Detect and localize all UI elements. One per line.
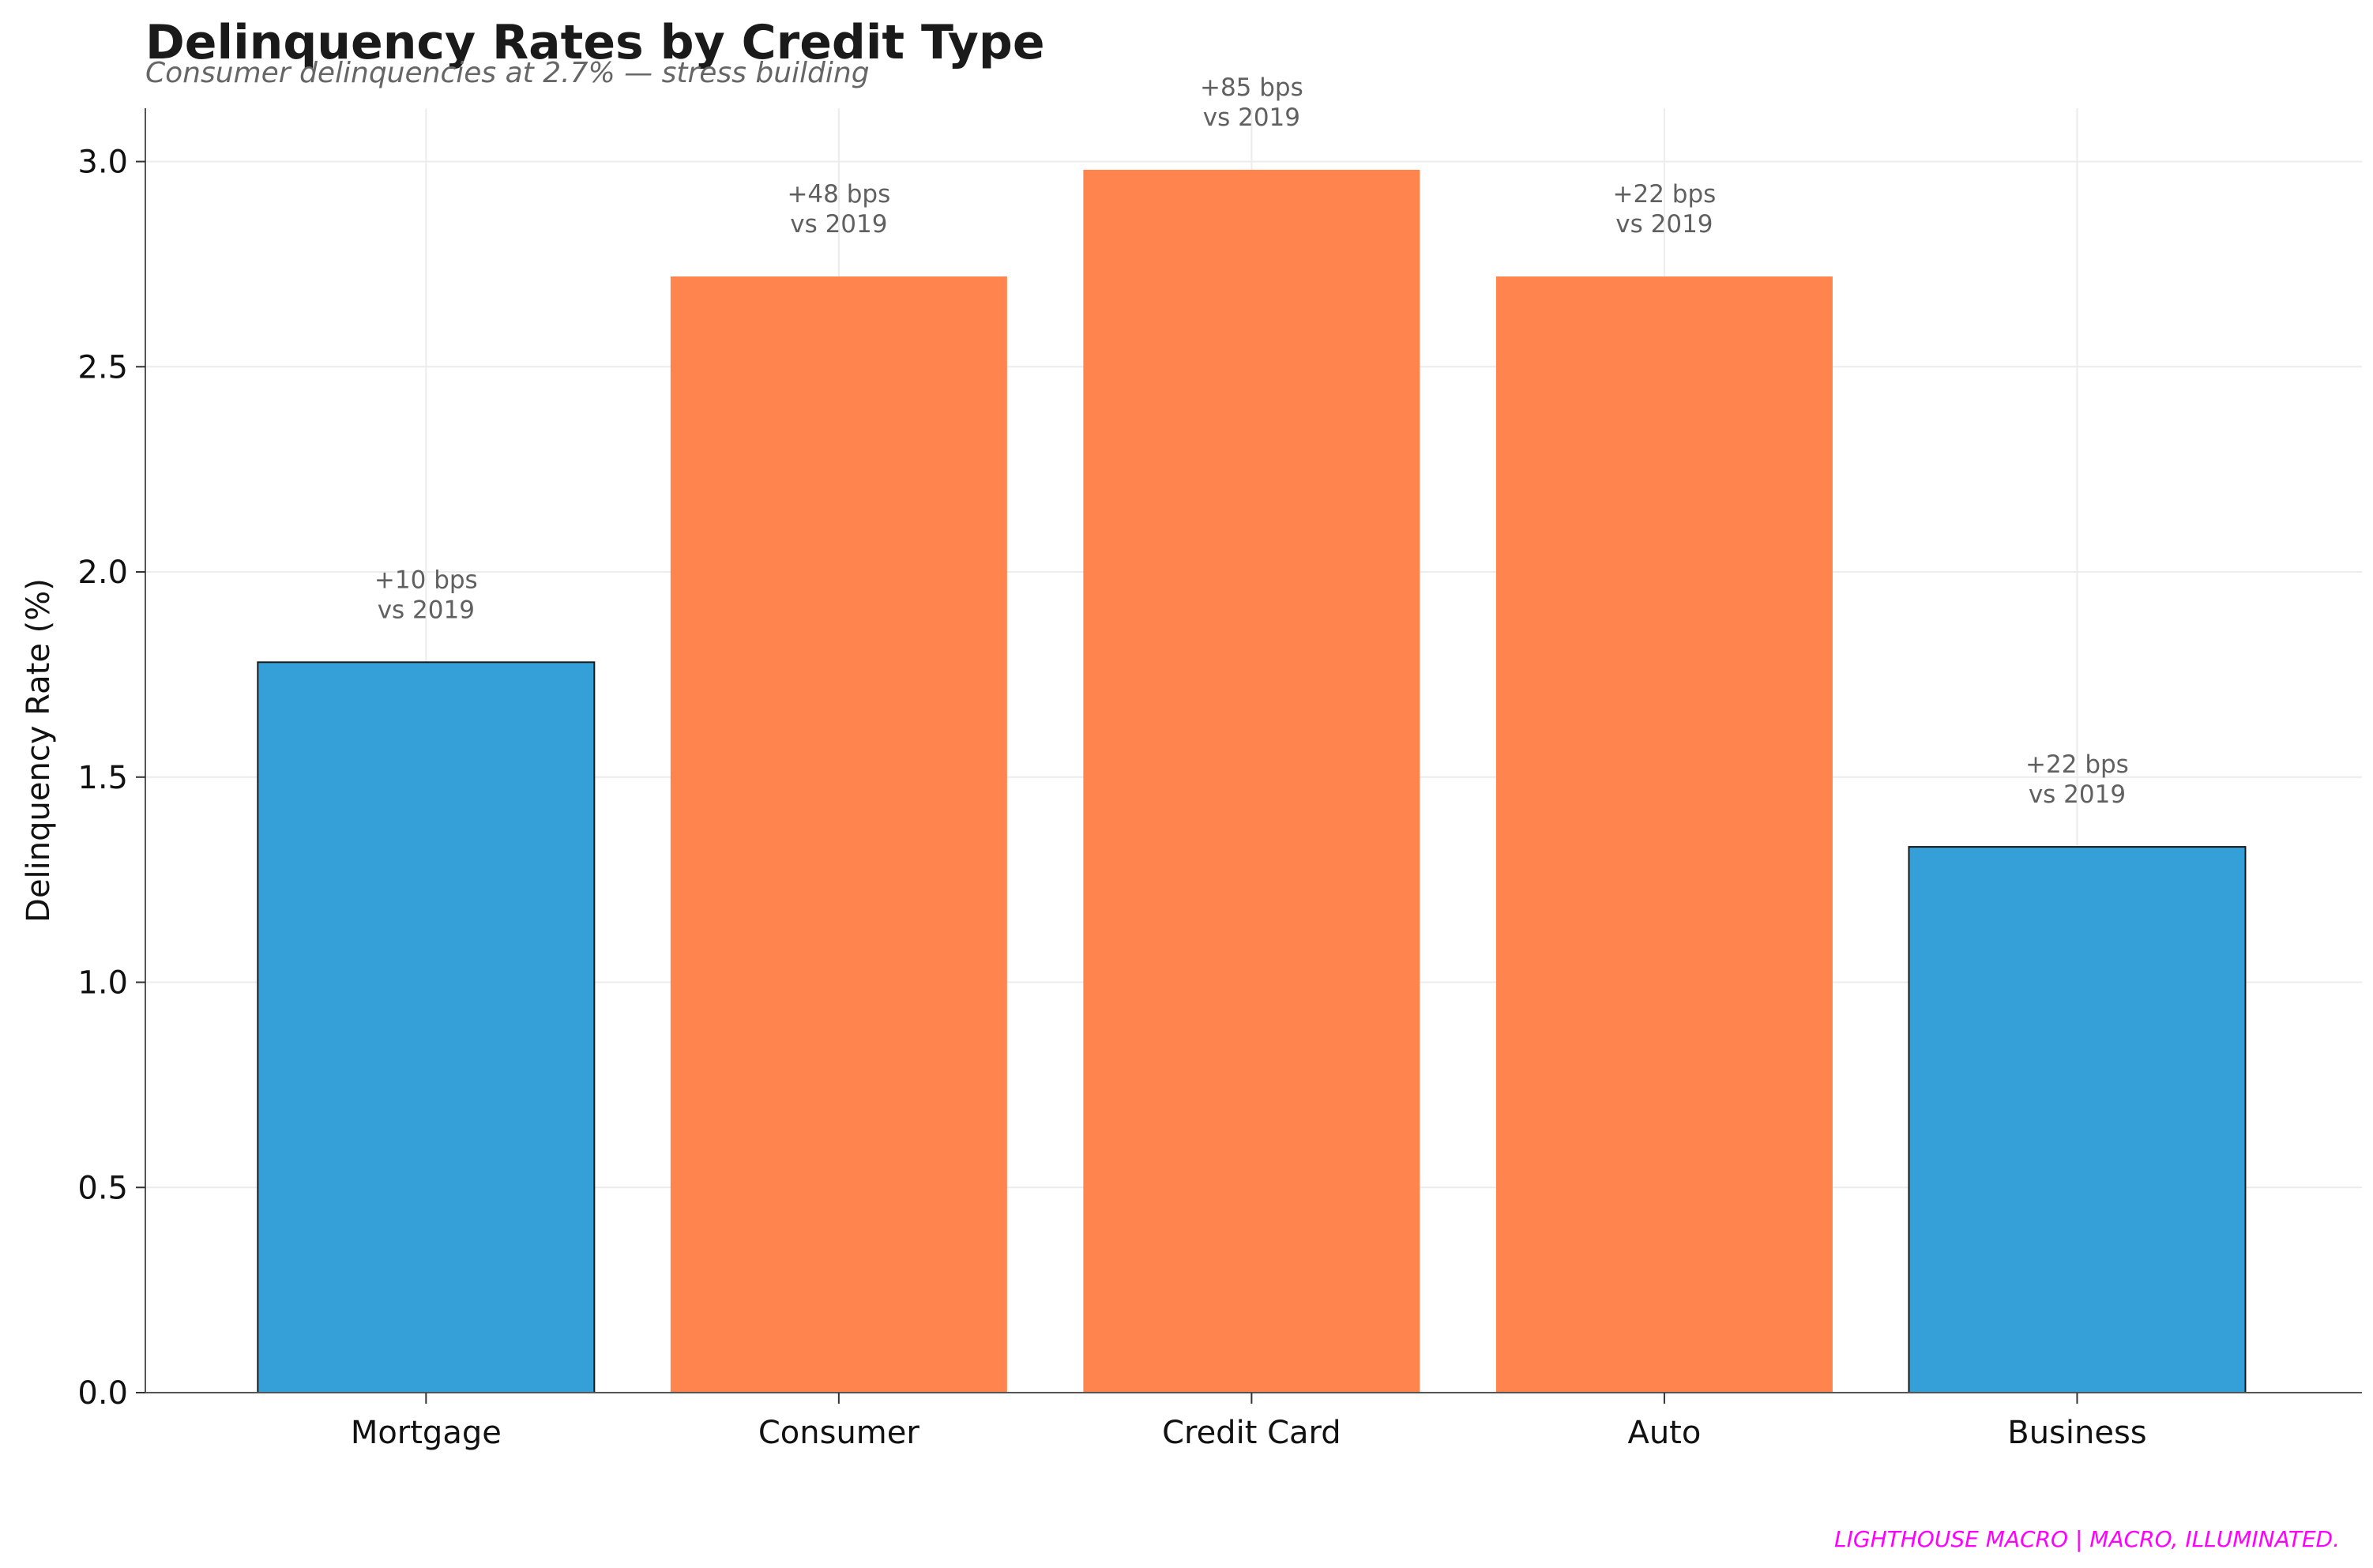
- axes: [145, 108, 2362, 1393]
- x-tick-label: Credit Card: [1162, 1415, 1341, 1451]
- ticks: 0.0 0.5 1.0 1.5 2.0 2.5 3.0 Mortgage Consumer Cre…: [77, 145, 2146, 1451]
- bars: [257, 169, 2247, 1393]
- chart-subtitle: Consumer delinquencies at 2.7% — stress …: [145, 57, 870, 89]
- bar-business: [1908, 846, 2247, 1393]
- bar-annotation-line1: +10 bps: [374, 566, 478, 594]
- bar-annotation-line2: vs 2019: [790, 210, 887, 239]
- watermark: LIGHTHOUSE MACRO | MACRO, ILLUMINATED.: [1834, 1526, 2340, 1552]
- bar-annotation-line2: vs 2019: [1615, 210, 1713, 239]
- bar-annotation-line1: +48 bps: [787, 180, 890, 209]
- y-tick-label: 0.5: [77, 1170, 128, 1206]
- bar-annotation-line2: vs 2019: [1203, 103, 1300, 132]
- x-tick-label: Business: [2007, 1415, 2146, 1451]
- bar-annotation-line1: +22 bps: [2025, 750, 2129, 779]
- bar-annotation-line2: vs 2019: [2029, 780, 2126, 809]
- y-tick-label: 2.0: [77, 555, 128, 591]
- bar-auto: [1495, 276, 1833, 1393]
- y-tick-label: 1.5: [77, 760, 128, 796]
- chart-title: Delinquency Rates by Credit Type: [145, 15, 1045, 70]
- y-tick-label: 1.0: [77, 965, 128, 1002]
- bar-credit-card: [1083, 169, 1420, 1393]
- bar-annotation-line1: +22 bps: [1613, 180, 1717, 209]
- y-tick-label: 2.5: [77, 349, 128, 385]
- y-tick-label: 3.0: [77, 145, 128, 181]
- x-tick-label: Consumer: [758, 1415, 920, 1451]
- x-tick-label: Mortgage: [351, 1415, 502, 1451]
- bar-annotation-line2: vs 2019: [378, 596, 475, 624]
- bar-consumer: [670, 276, 1007, 1393]
- bar-annotation-line1: +85 bps: [1200, 73, 1303, 102]
- y-tick-label: 0.0: [77, 1375, 128, 1412]
- bar-mortgage: [257, 661, 596, 1393]
- x-tick-label: Auto: [1627, 1415, 1701, 1451]
- y-axis-label: Delinquency Rate (%): [21, 578, 57, 923]
